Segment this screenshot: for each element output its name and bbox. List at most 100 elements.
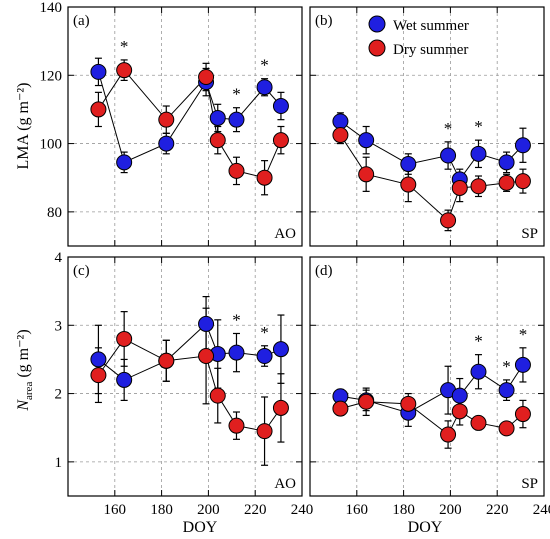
x-tick-label: 240 [291,502,314,518]
data-point-wet [272,98,289,115]
x-tick-label: 160 [104,502,127,518]
data-point-wet [470,145,487,162]
legend-marker-wet [368,15,386,33]
y-tick-label: 120 [40,68,63,84]
data-point-wet [256,79,273,96]
y-tick-label: 3 [55,318,63,334]
data-point-wet [272,341,289,358]
panel-frame [67,256,303,497]
data-point-dry [451,179,468,196]
significance-asterisk: * [260,56,269,75]
y-tick-label: 2 [55,387,63,403]
panel-d: 160 180 200 220 240 * * * (d) SP [309,256,550,518]
data-point-dry [440,426,457,443]
y-axis-label-bottom-unit: (g m⁻²) [15,329,32,381]
data-point-dry [470,414,487,431]
y-tick-label: 140 [40,0,63,16]
site-label: SP [521,226,538,242]
x-tick-label: 160 [346,502,369,518]
data-point-wet [514,137,531,154]
data-point-dry [498,174,515,191]
data-point-dry [272,132,289,149]
y-axis-label-bottom: Narea (g m⁻²) [15,329,35,411]
x-tick-label: 200 [197,502,220,518]
data-point-wet [256,348,273,365]
data-point-wet [209,109,226,126]
data-point-wet [90,63,107,80]
panel-c: 160 180 200 220 240 1 2 3 4 * * (c) AO [55,250,314,518]
data-point-dry [209,387,226,404]
data-point-dry [470,178,487,195]
x-axis-label-right: DOY [408,519,443,536]
y-axis-label-bottom-main: N [15,399,32,412]
data-point-dry [158,111,175,128]
data-point-wet [116,154,133,171]
significance-asterisk: * [444,119,453,138]
data-point-wet [332,113,349,130]
y-tick-label: 1 [55,455,63,471]
data-point-wet [498,382,515,399]
data-point-dry [158,352,175,369]
panel-letter: (c) [73,263,90,279]
data-point-wet [498,154,515,171]
panel-letter: (a) [73,13,90,29]
data-point-dry [498,420,515,437]
data-point-wet [470,363,487,380]
y-axis-label-bottom-sub: area [23,382,35,400]
data-point-dry [358,166,375,183]
x-tick-label: 220 [244,502,267,518]
data-point-dry [514,406,531,423]
y-tick-label: 4 [55,250,63,266]
legend-marker-dry [368,39,386,57]
y-tick-label: 80 [47,205,62,221]
data-point-dry [116,330,133,347]
data-point-dry [90,101,107,118]
data-point-wet [228,111,245,128]
panel-frame [309,6,545,247]
x-tick-label: 180 [392,502,415,518]
significance-asterisk: * [502,357,511,376]
legend-label-wet: Wet summer [393,18,469,34]
data-point-dry [90,367,107,384]
site-label: AO [274,226,296,242]
significance-asterisk: * [232,310,241,329]
x-tick-label: 200 [439,502,462,518]
panel-letter: (d) [315,263,333,279]
data-point-wet [116,371,133,388]
panel-b: * * (b) SP [309,6,545,247]
significance-asterisk: * [120,37,129,56]
legend-label-dry: Dry summer [393,42,468,58]
panel-letter: (b) [315,13,333,29]
significance-asterisk: * [474,332,483,351]
data-point-dry [228,162,245,179]
x-tick-label: 220 [486,502,509,518]
data-point-dry [228,417,245,434]
x-tick-label: 240 [533,502,550,518]
data-point-wet [158,135,175,152]
data-point-wet [440,147,457,164]
data-point-dry [514,173,531,190]
significance-asterisk: * [519,325,528,344]
significance-asterisk: * [260,323,269,342]
data-point-dry [116,62,133,79]
data-point-dry [198,68,215,85]
panel-frame [309,256,545,497]
significance-asterisk: * [474,117,483,136]
y-axis-label-top: LMA (g m⁻²) [15,82,32,169]
panel-a: 80 100 120 140 * * * (a) AO [40,0,303,247]
data-point-dry [256,169,273,186]
data-point-wet [514,356,531,373]
data-point-wet [358,132,375,149]
panel-frame [67,6,303,247]
data-point-dry [209,132,226,149]
data-point-dry [400,395,417,412]
data-point-dry [440,212,457,229]
y-tick-label: 100 [40,137,63,153]
site-label: AO [274,476,296,492]
series-line-wet [97,71,282,164]
legend: Wet summer Dry summer [368,15,469,58]
data-point-dry [272,399,289,416]
data-point-dry [332,400,349,417]
